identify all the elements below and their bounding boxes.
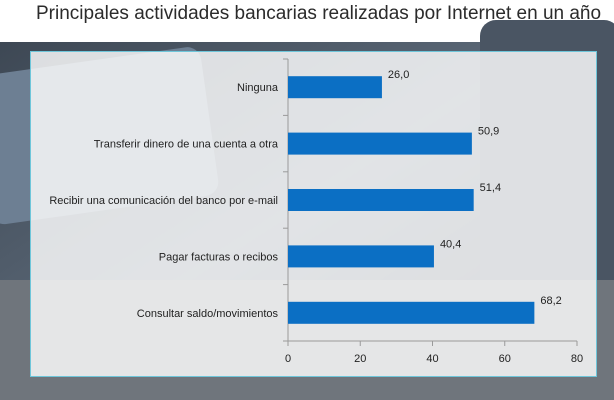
category-label: Pagar facturas o recibos [159, 251, 279, 263]
data-label: 40,4 [440, 238, 461, 250]
x-tick-label: 60 [499, 353, 511, 365]
x-tick-label: 40 [426, 353, 438, 365]
data-label: 51,4 [480, 182, 501, 194]
x-tick-label: 20 [354, 353, 366, 365]
bar [288, 301, 535, 324]
category-label: Recibir una comunicación del banco por e… [49, 195, 278, 207]
data-label: 68,2 [540, 295, 561, 307]
bar [288, 245, 434, 268]
category-label: Consultar saldo/movimientos [137, 308, 279, 320]
x-tick-label: 80 [571, 353, 583, 365]
page-title: Principales actividades bancarias realiz… [36, 3, 602, 24]
category-label: Transferir dinero de una cuenta a otra [94, 139, 279, 151]
bar [288, 189, 474, 211]
data-label: 50,9 [478, 126, 499, 138]
bar-chart: 0 20 40 60 80 Ninguna 26,0 Transferir dinero de… [49, 58, 583, 365]
bar [288, 132, 472, 155]
category-label: Ninguna [237, 82, 279, 94]
data-label: 26,0 [388, 69, 409, 81]
bar [288, 76, 382, 99]
x-tick-label: 0 [285, 353, 291, 365]
